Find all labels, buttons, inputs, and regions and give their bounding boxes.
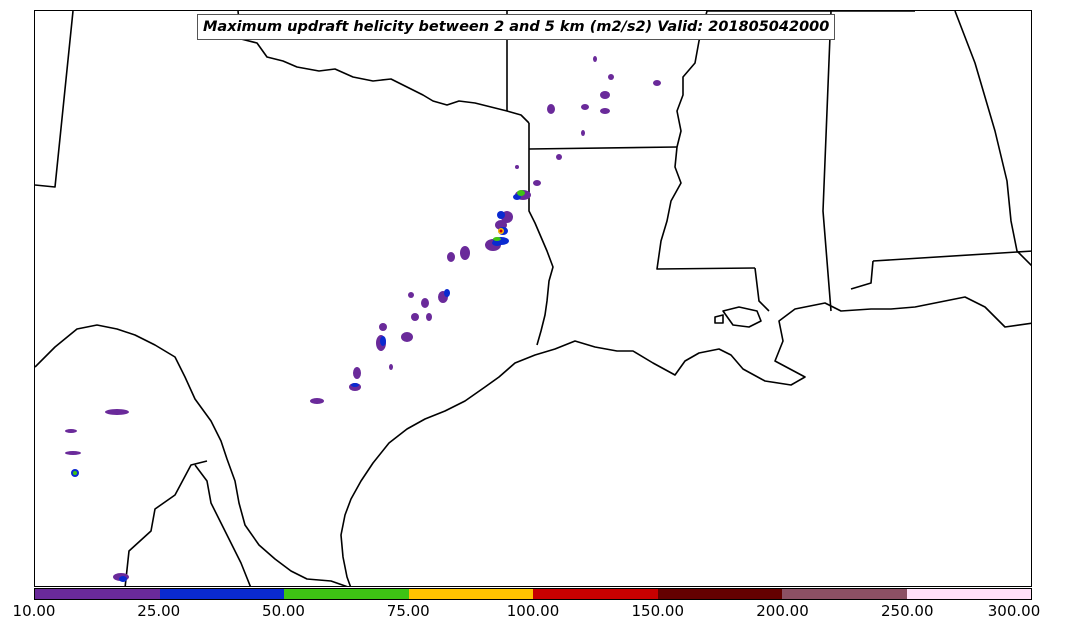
mexico-border — [35, 324, 348, 586]
state-boundary-la-ms — [754, 267, 770, 312]
state-boundary-nm — [35, 11, 74, 188]
helicity-cell — [581, 130, 585, 136]
state-boundary-fl-inner — [850, 260, 874, 290]
colorbar-tick-label: 10.00 — [12, 602, 56, 620]
helicity-cell — [515, 165, 519, 169]
colorbar-tick-label: 200.00 — [756, 602, 809, 620]
helicity-cell — [411, 313, 419, 321]
helicity-cell — [353, 367, 361, 379]
lake-small — [714, 314, 724, 324]
helicity-cell — [533, 180, 541, 186]
helicity-cell — [653, 80, 661, 86]
state-boundary-ms-al — [822, 11, 832, 312]
map-panel — [34, 10, 1032, 587]
helicity-cell — [65, 429, 77, 433]
helicity-cell — [600, 108, 610, 114]
helicity-cell-core — [444, 289, 450, 297]
colorbar-segment — [657, 589, 782, 599]
helicity-cell — [600, 91, 610, 99]
helicity-cell-high — [517, 190, 525, 196]
helicity-cell — [310, 398, 324, 404]
colorbar-segment — [408, 589, 533, 599]
helicity-cell-high — [73, 471, 77, 475]
helicity-cell — [65, 451, 81, 455]
state-boundary-al-ga — [954, 11, 1031, 267]
helicity-cell — [421, 298, 429, 308]
mexico-state-boundary-1 — [194, 464, 252, 586]
colorbar — [34, 588, 1032, 600]
helicity-cell — [408, 292, 414, 298]
colorbar-segment — [782, 589, 907, 599]
state-boundary-red-river — [237, 11, 530, 124]
helicity-cell — [447, 252, 455, 262]
helicity-cell — [389, 364, 393, 370]
helicity-cell — [105, 409, 129, 415]
helicity-cell-core — [380, 336, 386, 346]
helicity-cell — [547, 104, 555, 114]
state-boundary-mississippi-river — [656, 11, 756, 270]
colorbar-segment — [159, 589, 284, 599]
helicity-cell-core — [497, 211, 505, 219]
helicity-cell-core — [119, 576, 127, 582]
helicity-cell — [608, 74, 614, 80]
mexico-state-boundary-2 — [124, 460, 208, 586]
helicity-cell-peak — [499, 229, 503, 233]
helicity-cell — [426, 313, 432, 321]
helicity-cell — [593, 56, 597, 62]
lake-pontchartrain — [722, 306, 762, 328]
colorbar-labels: 10.00 25.00 50.00 75.00 100.00 150.00 20… — [13, 602, 1041, 624]
state-boundary-ar-la — [528, 146, 678, 150]
state-boundary-al-fl — [872, 250, 1031, 262]
colorbar-tick-label: 25.00 — [137, 602, 181, 620]
helicity-cell — [556, 154, 562, 160]
map-canvas — [35, 11, 1031, 586]
gulf-coastline — [340, 296, 1031, 586]
colorbar-segment — [533, 589, 658, 599]
map-title: Maximum updraft helicity between 2 and 5… — [197, 14, 836, 40]
helicity-cell-high — [493, 237, 501, 241]
colorbar-tick-label: 250.00 — [881, 602, 934, 620]
helicity-cell-core — [351, 383, 359, 387]
colorbar-segment — [35, 589, 160, 599]
helicity-cell — [379, 323, 387, 331]
colorbar-tick-label: 100.00 — [506, 602, 560, 620]
colorbar-tick-label: 300.00 — [987, 602, 1041, 620]
colorbar-segment — [906, 589, 1031, 599]
state-boundary-tx-la — [528, 123, 554, 346]
colorbar-tick-label: 50.00 — [262, 602, 305, 620]
helicity-cell — [401, 332, 413, 342]
helicity-cell — [581, 104, 589, 110]
colorbar-tick-label: 75.00 — [386, 602, 430, 620]
helicity-cell — [460, 246, 470, 260]
colorbar-segment — [284, 589, 409, 599]
colorbar-tick-label: 150.00 — [631, 602, 685, 620]
helicity-swaths — [65, 56, 661, 582]
